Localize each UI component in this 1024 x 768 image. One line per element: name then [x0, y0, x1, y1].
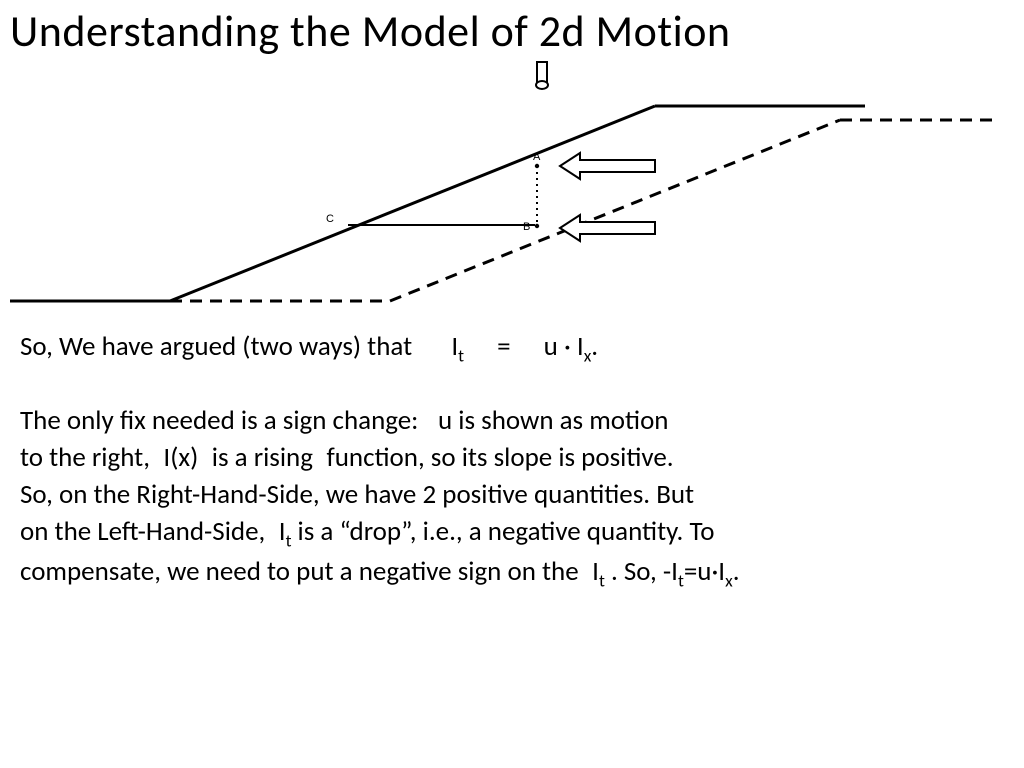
t-line6b: . So, -I — [605, 555, 678, 588]
t-line2: The only fix needed is a sign change: u … — [20, 402, 1004, 439]
explanation-text: So, We have argued (two ways) that It = … — [0, 328, 1024, 593]
svg-text:B: B — [523, 221, 530, 233]
svg-text:A: A — [533, 151, 541, 163]
t-line6s3: x — [725, 569, 733, 591]
t-line5a: on the Left-Hand-Side, I — [20, 515, 286, 548]
t-line5b: is a “drop”, i.e., a negative quantity. … — [291, 515, 714, 548]
motion-diagram: A B C — [0, 58, 1024, 328]
t-line3: to the right, I(x) is a rising function,… — [20, 439, 1004, 476]
t-line6c: =u·I — [684, 555, 725, 588]
t-line6a: compensate, we need to put a negative si… — [20, 555, 599, 588]
t-line1c: . — [591, 330, 598, 363]
t-line6d: . — [733, 555, 740, 588]
t-line1b: = u · I — [464, 330, 584, 363]
t-line1a: So, We have argued (two ways) that I — [20, 330, 458, 363]
t-line4: So, on the Right-Hand-Side, we have 2 po… — [20, 476, 1004, 513]
svg-text:C: C — [326, 213, 334, 225]
page-title: Understanding the Model of 2d Motion — [0, 0, 1024, 58]
